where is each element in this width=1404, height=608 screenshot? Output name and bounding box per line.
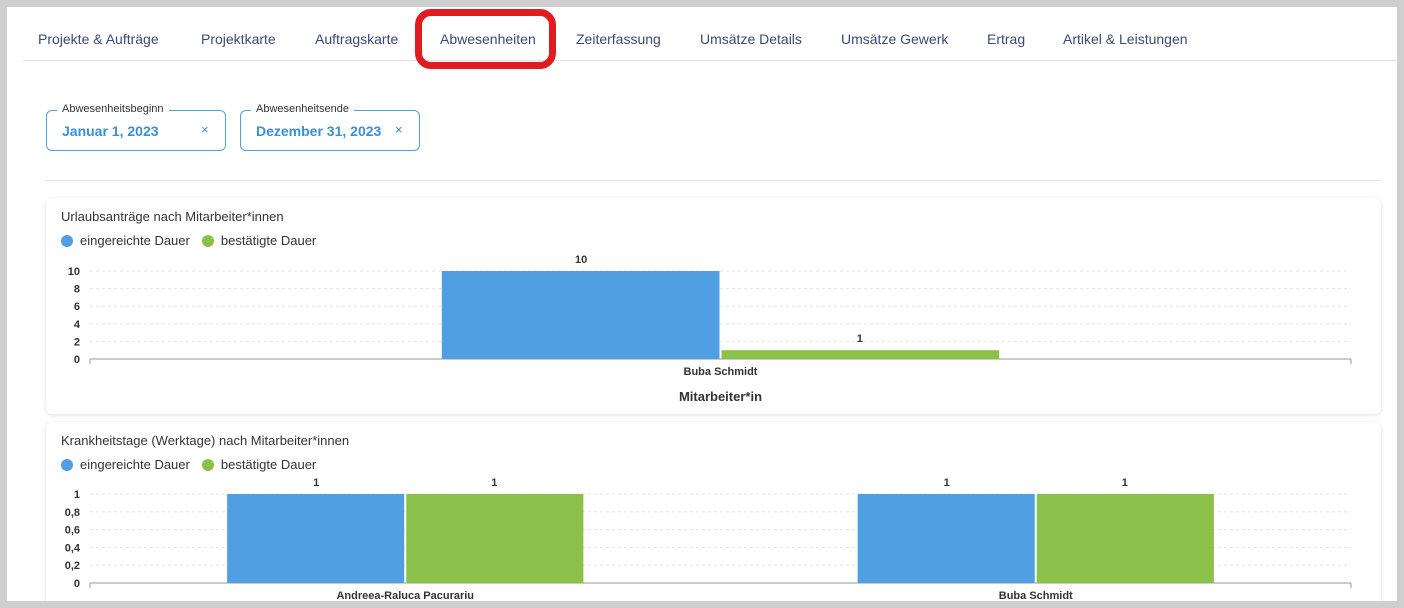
legend-label: eingereichte Dauer [80,233,190,248]
tab-projektkarte[interactable]: Projektkarte [201,31,276,47]
y-tick-label: 1 [74,489,80,501]
tab-abwesenheiten[interactable]: Abwesenheiten [440,31,536,47]
chart-title: Urlaubsanträge nach Mitarbeiter*innen [61,209,284,224]
y-tick-label: 10 [68,266,80,278]
tab-projekte-auftraege[interactable]: Projekte & Aufträge [38,31,159,47]
y-tick-label: 0,2 [65,560,80,572]
bar-value-label: 1 [491,477,497,489]
divider [45,180,1381,181]
tab-artikel-leistungen[interactable]: Artikel & Leistungen [1063,31,1188,47]
start-date-label: Abwesenheitsbeginn [57,103,169,115]
legend-item-confirmed[interactable]: bestätigte Dauer [201,233,317,248]
legend-label: eingereichte Dauer [80,457,190,472]
y-tick-label: 8 [74,284,80,296]
tab-auftragskarte[interactable]: Auftragskarte [315,31,399,47]
end-date-clear-icon[interactable]: × [395,122,403,137]
tab-highlight-annotation [415,9,556,69]
y-tick-label: 0 [74,354,80,366]
bar-value-label: 1 [944,477,950,489]
x-category-label: Buba Schmidt [684,366,758,378]
vacation-bar-chart: 0 2 4 6 8 10 10 1 Buba Schmidt Mitarbeiter*in [68,254,1352,404]
legend-dot-icon [61,234,73,247]
legend-label: bestätigte Dauer [220,457,317,472]
chart-legend: eingereichte Dauer bestätigte Dauer [61,233,328,248]
y-tick-label: 0,6 [65,525,80,537]
tab-umsaetze-details[interactable]: Umsätze Details [700,31,802,47]
bar-confirmed[interactable] [721,350,1000,359]
x-category-label: Andreea-Raluca Pacurariu [336,590,474,601]
bar-value-label: 10 [575,254,587,266]
legend-label: bestätigte Dauer [220,233,317,248]
y-tick-label: 0,4 [65,542,81,554]
chart-title: Krankheitstage (Werktage) nach Mitarbeit… [61,433,350,448]
bar-value-label: 1 [1122,477,1128,489]
bar-submitted[interactable] [857,494,1035,583]
x-axis-title: Mitarbeiter*in [679,389,762,404]
y-tick-label: 4 [74,319,81,331]
y-tick-label: 0,8 [65,507,80,519]
tab-ertrag[interactable]: Ertrag [987,31,1026,47]
sick-days-bar-chart: 0 0,2 0,4 0,6 0,8 1 1 1 Andreea-Raluca Pacurariu… [65,477,1352,601]
end-date-label: Abwesenheitsende [251,103,354,115]
bar-confirmed[interactable] [1036,494,1214,583]
tab-bar: Projekte & Aufträge Projektkarte Auftrag… [23,7,1397,61]
legend-item-confirmed[interactable]: bestätigte Dauer [201,457,317,472]
y-tick-label: 6 [74,301,80,313]
bar-value-label: 1 [857,333,863,345]
end-date-value[interactable]: Dezember 31, 2023 [256,123,382,139]
start-date-filter[interactable]: Abwesenheitsbeginn Januar 1, 2023 × [46,103,226,151]
y-tick-label: 2 [74,336,80,348]
sick-days-chart-card: Krankheitstage (Werktage) nach Mitarbeit… [46,422,1381,601]
bar-submitted[interactable] [441,271,720,359]
vacation-chart-card: Urlaubsanträge nach Mitarbeiter*innen ei… [46,198,1381,414]
legend-item-submitted[interactable]: eingereichte Dauer [61,457,190,472]
legend-dot-icon [61,458,73,471]
bar-submitted[interactable] [227,494,405,583]
tab-umsaetze-gewerk[interactable]: Umsätze Gewerk [841,31,949,47]
end-date-filter[interactable]: Abwesenheitsende Dezember 31, 2023 × [240,103,420,151]
app-frame: Projekte & Aufträge Projektkarte Auftrag… [7,7,1397,601]
start-date-clear-icon[interactable]: × [201,122,209,137]
chart-legend: eingereichte Dauer bestätigte Dauer [61,457,328,472]
legend-dot-icon [201,458,214,471]
legend-item-submitted[interactable]: eingereichte Dauer [61,233,190,248]
bar-value-label: 1 [313,477,319,489]
x-category-label: Buba Schmidt [999,590,1073,601]
legend-dot-icon [201,234,214,247]
y-tick-label: 0 [74,578,80,590]
start-date-value[interactable]: Januar 1, 2023 [62,123,159,139]
bar-confirmed[interactable] [406,494,584,583]
tab-zeiterfassung[interactable]: Zeiterfassung [576,31,661,47]
